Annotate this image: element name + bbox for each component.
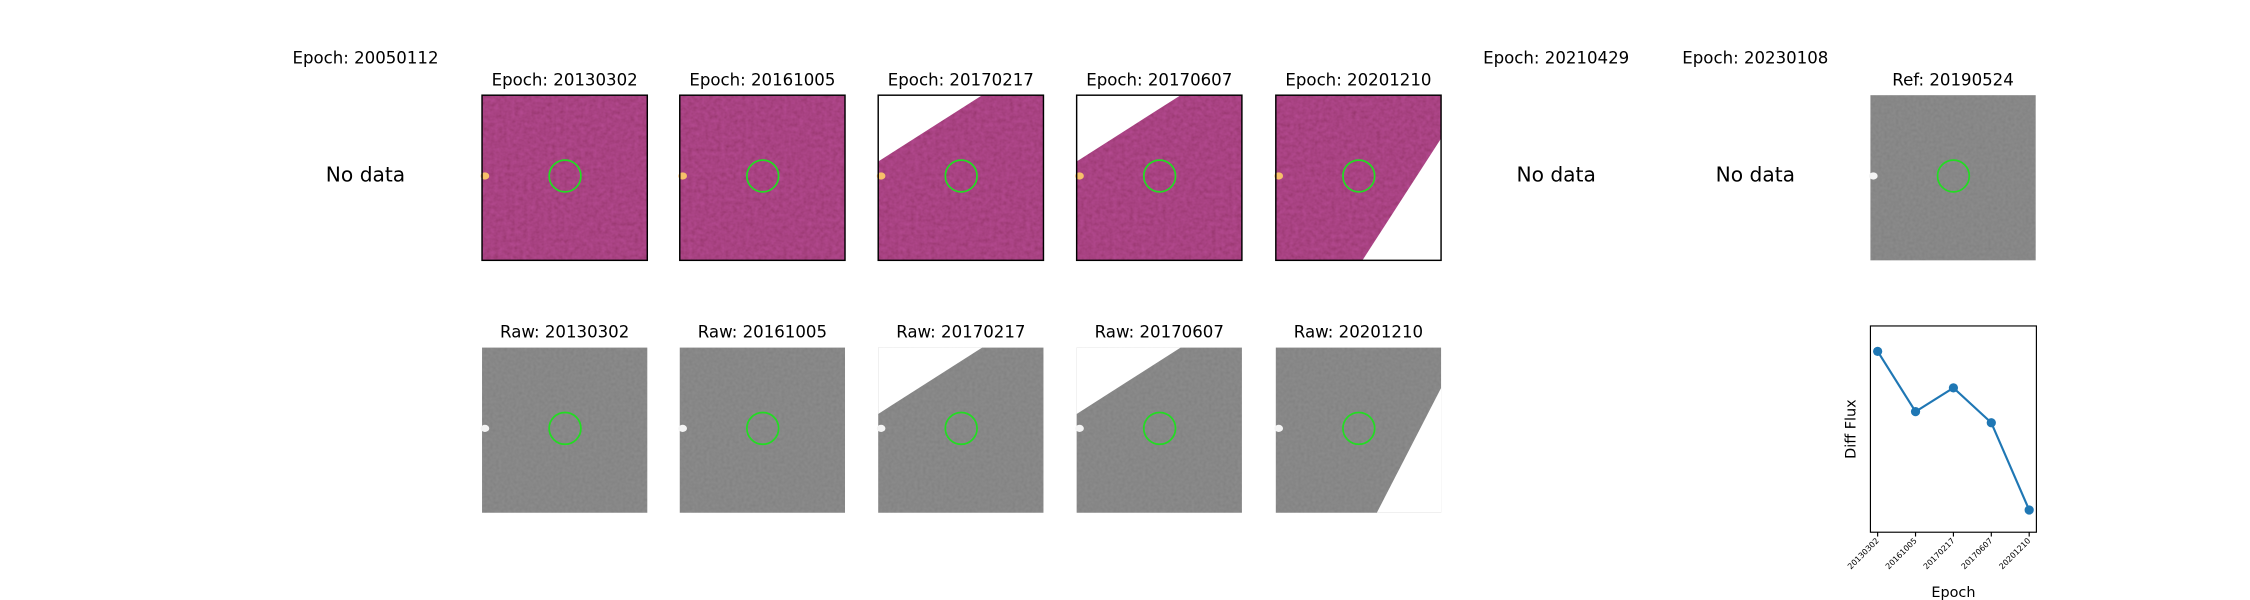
target-circle xyxy=(548,411,582,446)
target-circle xyxy=(944,159,978,193)
panel-title: Epoch: 20210429 xyxy=(1483,49,1629,68)
image-panel xyxy=(1868,95,2036,261)
panel-title: Raw: 20161005 xyxy=(698,323,827,342)
image-panel xyxy=(678,94,846,262)
panel-title: Epoch: 20161005 xyxy=(689,70,835,89)
image-noise xyxy=(679,347,846,513)
image-panel xyxy=(876,347,1044,513)
panel-title: Epoch: 20201210 xyxy=(1285,70,1431,89)
image-panel xyxy=(1075,347,1242,513)
image-tint xyxy=(679,95,846,261)
target-circle xyxy=(746,159,780,193)
panel-title: Epoch: 20130302 xyxy=(492,70,638,89)
panel-title: Epoch: 20170607 xyxy=(1086,70,1232,89)
x-axis-label: Epoch xyxy=(1931,585,1975,600)
x-tick-label: 20170217 xyxy=(1922,536,1957,571)
frame xyxy=(877,94,1045,262)
target-circle xyxy=(1142,411,1177,446)
point xyxy=(1986,418,1996,428)
source-spot xyxy=(876,424,886,432)
image-panel xyxy=(480,94,649,262)
x-tick-label: 20130302 xyxy=(1846,536,1881,571)
panel-title: Epoch: 20170217 xyxy=(888,70,1034,89)
source-spot xyxy=(480,424,490,432)
image-panel xyxy=(480,347,648,513)
target-circle xyxy=(1342,411,1376,446)
panel-title: Epoch: 20230108 xyxy=(1682,49,1828,68)
image-panel xyxy=(1075,94,1243,262)
source-spot xyxy=(678,424,687,432)
image-panel xyxy=(876,94,1045,262)
point xyxy=(1948,383,1959,393)
no-data: No data xyxy=(1716,162,1795,186)
source-spot xyxy=(1075,424,1084,432)
target-circle xyxy=(1342,159,1376,193)
point xyxy=(2024,505,2034,515)
frame xyxy=(679,94,846,262)
panel-title: Raw: 20130302 xyxy=(500,323,629,342)
source-spot xyxy=(1868,172,1878,180)
y-axis-label: Diff Flux xyxy=(1844,399,1860,459)
x-tick-label: 20170607 xyxy=(1960,536,1995,571)
image-panel xyxy=(1274,347,1442,513)
target-circle xyxy=(746,411,780,446)
panel-title: Ref: 20190524 xyxy=(1892,70,2014,89)
point xyxy=(1873,346,1883,356)
x-tick-label: 20161005 xyxy=(1884,536,1919,571)
chart-axes xyxy=(1869,325,2037,533)
source-spot xyxy=(678,172,687,180)
image-noise xyxy=(482,95,648,261)
panel-title: Raw: 20201210 xyxy=(1294,323,1423,342)
frame xyxy=(1275,94,1442,262)
target-circle xyxy=(1936,159,1971,193)
image-noise xyxy=(482,347,648,513)
no-data: No data xyxy=(326,162,405,186)
target-circle xyxy=(944,411,978,446)
frame xyxy=(1075,94,1243,262)
panel-title: Epoch: 20050112 xyxy=(292,49,438,68)
panel-title: Raw: 20170607 xyxy=(1095,323,1224,342)
x-tick-label: 20201210 xyxy=(1997,536,2032,571)
source-spot xyxy=(1274,424,1284,432)
frame xyxy=(481,94,649,262)
panel-title: Raw: 20170217 xyxy=(896,323,1025,342)
target-circle xyxy=(548,159,582,193)
image-tint xyxy=(482,95,648,261)
image-noise xyxy=(679,95,846,261)
target-circle xyxy=(1142,159,1177,193)
point xyxy=(1910,407,1921,417)
no-data: No data xyxy=(1516,162,1595,186)
image-panel xyxy=(678,347,846,513)
image-noise xyxy=(1870,95,2036,261)
line xyxy=(1876,350,2031,511)
image-panel xyxy=(1274,94,1442,262)
